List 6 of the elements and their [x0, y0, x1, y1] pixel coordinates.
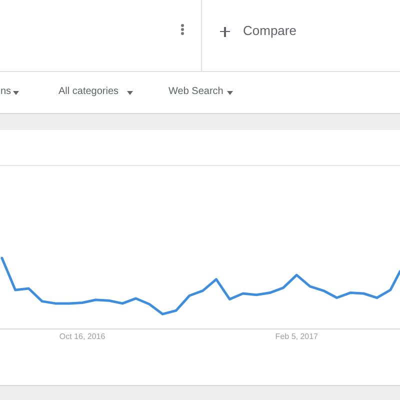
- text: All categories: [58, 86, 119, 97]
- text: Compare: [243, 23, 296, 38]
- x-tick-label: Oct 16, 2016: [59, 332, 106, 342]
- text: Web Search: [168, 86, 224, 97]
- x-tick-label: Feb 5, 2017: [275, 332, 319, 342]
- text: ns: [0, 86, 12, 97]
